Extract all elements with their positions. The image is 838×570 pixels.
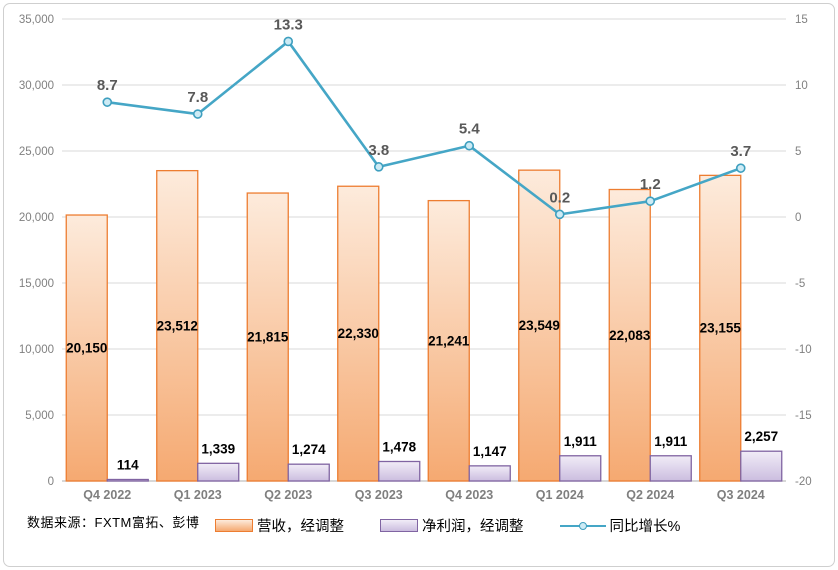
legend-growth-label: 同比增长% — [609, 519, 681, 535]
legend: 营收，经调整 净利润，经调整 同比增长% — [215, 515, 680, 536]
svg-text:Q2 2024: Q2 2024 — [626, 488, 674, 502]
svg-text:15: 15 — [795, 14, 808, 26]
svg-text:0: 0 — [795, 212, 801, 224]
svg-text:-10: -10 — [795, 344, 812, 356]
svg-text:23,512: 23,512 — [157, 318, 198, 333]
svg-text:10: 10 — [795, 80, 808, 92]
svg-text:21,815: 21,815 — [247, 330, 289, 345]
svg-text:7.8: 7.8 — [187, 89, 208, 106]
svg-text:Q1 2024: Q1 2024 — [536, 488, 584, 502]
growth-line-swatch-icon — [559, 519, 606, 532]
profit-swatch-icon — [380, 519, 418, 532]
legend-revenue-label: 营收，经调整 — [257, 519, 344, 535]
svg-text:-5: -5 — [795, 278, 805, 290]
svg-text:13.3: 13.3 — [274, 16, 303, 33]
svg-text:1,339: 1,339 — [201, 441, 235, 456]
legend-item-growth[interactable]: 同比增长% — [559, 515, 681, 536]
svg-text:3.8: 3.8 — [368, 142, 389, 159]
svg-text:20,150: 20,150 — [66, 341, 107, 356]
svg-text:22,330: 22,330 — [338, 326, 379, 341]
svg-text:0.2: 0.2 — [549, 189, 570, 206]
svg-text:Q3 2023: Q3 2023 — [355, 488, 403, 502]
svg-text:Q4 2023: Q4 2023 — [445, 488, 493, 502]
svg-text:1.2: 1.2 — [640, 176, 661, 193]
svg-text:5.4: 5.4 — [459, 121, 481, 138]
svg-text:22,083: 22,083 — [609, 328, 651, 343]
svg-text:8.7: 8.7 — [97, 77, 118, 94]
svg-text:114: 114 — [117, 457, 139, 472]
svg-text:21,241: 21,241 — [428, 333, 470, 348]
legend-item-revenue[interactable]: 营收，经调整 — [215, 515, 344, 536]
svg-text:1,147: 1,147 — [473, 444, 507, 459]
svg-text:20,000: 20,000 — [19, 212, 54, 224]
svg-text:35,000: 35,000 — [19, 14, 54, 26]
svg-text:1,911: 1,911 — [654, 434, 688, 449]
svg-text:1,911: 1,911 — [564, 434, 598, 449]
svg-text:5: 5 — [795, 146, 801, 158]
svg-text:-15: -15 — [795, 410, 812, 422]
svg-text:30,000: 30,000 — [19, 80, 54, 92]
svg-text:1,274: 1,274 — [292, 442, 326, 457]
svg-text:Q2 2023: Q2 2023 — [264, 488, 312, 502]
legend-item-profit[interactable]: 净利润，经调整 — [380, 515, 524, 536]
svg-text:1,478: 1,478 — [382, 439, 416, 454]
svg-text:Q4 2022: Q4 2022 — [83, 488, 131, 502]
svg-text:3.7: 3.7 — [730, 143, 751, 160]
svg-text:15,000: 15,000 — [19, 278, 54, 290]
revenue-swatch-icon — [215, 519, 253, 532]
svg-text:Q3 2024: Q3 2024 — [717, 488, 765, 502]
svg-text:5,000: 5,000 — [25, 410, 54, 422]
svg-text:23,549: 23,549 — [519, 318, 560, 333]
svg-text:10,000: 10,000 — [19, 344, 54, 356]
svg-text:2,257: 2,257 — [744, 429, 778, 444]
combo-chart-plot: 0 -20 5,000 -15 10,000 -10 15,000 -5 20,000 0 25,0… — [19, 14, 812, 502]
svg-text:25,000: 25,000 — [19, 146, 54, 158]
source-note: 数据来源：FXTM富拓、彭博 — [27, 515, 200, 530]
legend-profit-label: 净利润，经调整 — [422, 519, 524, 535]
svg-text:Q1 2023: Q1 2023 — [174, 488, 222, 502]
svg-text:23,155: 23,155 — [700, 321, 742, 336]
svg-text:0: 0 — [48, 476, 54, 488]
svg-text:-20: -20 — [795, 476, 812, 488]
